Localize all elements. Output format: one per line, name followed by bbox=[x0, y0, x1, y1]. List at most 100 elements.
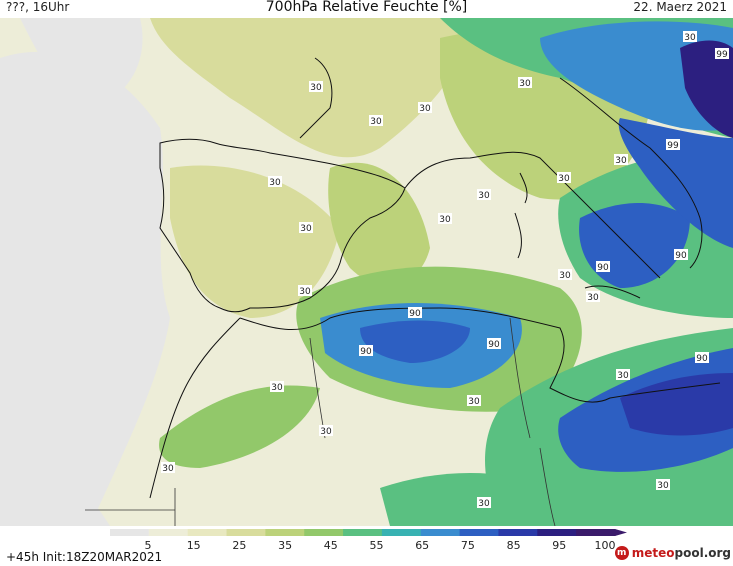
border-libya bbox=[539, 447, 556, 526]
contour-label-text: 30 bbox=[559, 271, 571, 281]
contour-label-text: 30 bbox=[162, 464, 174, 474]
run-info: +45h Init:18Z20MAR2021 bbox=[6, 550, 163, 564]
colorbar-swatch bbox=[537, 529, 577, 536]
contour-label-text: 99 bbox=[716, 50, 728, 60]
morocco-coast bbox=[149, 317, 241, 499]
contour-label-text: 30 bbox=[439, 215, 451, 225]
contour-label: 99 bbox=[715, 48, 729, 60]
contour-label: 30 bbox=[161, 462, 175, 474]
contour-label: 30 bbox=[438, 213, 452, 225]
contour-label-text: 90 bbox=[488, 340, 500, 350]
contour-label-text: 30 bbox=[299, 287, 311, 297]
france-west-coast bbox=[299, 57, 333, 139]
contour-label: 90 bbox=[408, 307, 422, 319]
contour-label-text: 30 bbox=[271, 383, 283, 393]
contour-label-text: 30 bbox=[587, 293, 599, 303]
contour-label: 90 bbox=[487, 338, 501, 350]
header-bar: ???, 16Uhr 700hPa Relative Feuchte [%] 2… bbox=[0, 0, 733, 18]
sardinia-coast bbox=[514, 212, 522, 259]
contour-label: 30 bbox=[614, 154, 628, 166]
north-africa-coast bbox=[239, 307, 721, 403]
contour-label-text: 30 bbox=[684, 33, 696, 43]
contour-label: 90 bbox=[359, 345, 373, 357]
contour-label-text: 30 bbox=[310, 83, 322, 93]
contour-label-text: 90 bbox=[675, 251, 687, 261]
colorbar-tick-label: 15 bbox=[187, 539, 201, 550]
colorbar-tick-label: 65 bbox=[415, 539, 429, 550]
colorbar-swatch bbox=[576, 529, 616, 536]
contour-label-text: 90 bbox=[597, 263, 609, 273]
wet-core-libya-inner bbox=[620, 373, 733, 436]
contour-label-text: 90 bbox=[360, 347, 372, 357]
contour-label-text: 30 bbox=[468, 397, 480, 407]
contour-label: 99 bbox=[666, 139, 680, 151]
contour-label: 30 bbox=[656, 479, 670, 491]
meteopool-logo[interactable]: m meteopool.org bbox=[614, 546, 731, 560]
colorbar-swatch bbox=[381, 529, 422, 536]
contour-label: 30 bbox=[467, 395, 481, 407]
contour-labels: 30 30 30 30 30 30 30 30 30 30 30 30 30 30 30 30 30 30 30 30… bbox=[161, 31, 729, 509]
map-title: 700hPa Relative Feuchte [%] bbox=[265, 0, 468, 15]
humidity-map: 30 30 30 30 30 30 30 30 30 30 30 30 30 30 30 30 30 30 30 30… bbox=[0, 18, 733, 526]
contour-label-text: 30 bbox=[558, 174, 570, 184]
colorbar-swatch bbox=[304, 529, 344, 536]
contour-label: 90 bbox=[674, 249, 688, 261]
moist-area-iberia bbox=[170, 165, 340, 318]
colorbar-swatch bbox=[498, 529, 538, 536]
colorbar-tick-label: 5 bbox=[145, 539, 152, 550]
logo-icon: m bbox=[614, 546, 629, 560]
colorbar-swatch bbox=[226, 529, 266, 536]
wet-core-balkan-inner bbox=[680, 40, 733, 138]
border-algeria-tunisia bbox=[509, 317, 531, 439]
colorbar-tick-label: 75 bbox=[461, 539, 475, 550]
contour-label-text: 30 bbox=[300, 224, 312, 234]
colorbar: 5 15 25 35 45 55 65 75 85 95 100 bbox=[110, 529, 627, 550]
contour-label: 90 bbox=[695, 352, 709, 364]
moist-area-sahara bbox=[380, 473, 560, 526]
colorbar-swatch bbox=[187, 529, 228, 536]
dry-area-north bbox=[20, 18, 143, 108]
contour-label-text: 30 bbox=[657, 481, 669, 491]
map-canvas: 30 30 30 30 30 30 30 30 30 30 30 30 30 30 30 30 30 30 30 30… bbox=[0, 18, 733, 526]
contour-label: 30 bbox=[298, 285, 312, 297]
colorbar-tick-label: 45 bbox=[324, 539, 338, 550]
corsica-coast bbox=[519, 172, 528, 204]
footer-bar: 5 15 25 35 45 55 65 75 85 95 100 +45h Init:18Z20MA… bbox=[0, 526, 733, 566]
contour-label-text: 30 bbox=[370, 117, 382, 127]
logo-text-a: meteo bbox=[631, 546, 675, 560]
colorbar-swatch bbox=[420, 529, 461, 536]
moist-band-morocco bbox=[159, 385, 320, 468]
contour-label: 30 bbox=[557, 172, 571, 184]
contour-label-text: 90 bbox=[409, 309, 421, 319]
contour-label: 30 bbox=[369, 115, 383, 127]
contour-label-text: 30 bbox=[617, 371, 629, 381]
colorbar-swatch bbox=[343, 529, 383, 536]
logo-text-b: pool bbox=[674, 546, 704, 560]
contour-label: 30 bbox=[477, 497, 491, 509]
iberia-coast bbox=[159, 138, 406, 313]
contour-label: 30 bbox=[616, 369, 630, 381]
contour-label: 30 bbox=[518, 77, 532, 89]
contour-label-text: 30 bbox=[320, 427, 332, 437]
contour-label: 30 bbox=[299, 222, 313, 234]
colorbar-tick-label: 95 bbox=[552, 539, 566, 550]
dry-area-southwest bbox=[0, 438, 110, 526]
italy-coast bbox=[559, 77, 703, 269]
colorbar-arrow bbox=[615, 529, 627, 536]
colorbar-tick-label: 100 bbox=[595, 539, 616, 550]
contour-label-text: 30 bbox=[519, 79, 531, 89]
colorbar-tick-label: 25 bbox=[232, 539, 246, 550]
colorbar-swatch bbox=[148, 529, 189, 536]
logo-text-c: .org bbox=[703, 546, 731, 560]
colorbar-tick-label: 85 bbox=[507, 539, 521, 550]
contour-label-text: 30 bbox=[615, 156, 627, 166]
forecast-time-label: ???, 16Uhr bbox=[6, 0, 70, 14]
contour-label: 30 bbox=[268, 176, 282, 188]
moist-area-gulf bbox=[328, 162, 430, 286]
contour-label: 30 bbox=[309, 81, 323, 93]
wet-core-algeria-inner bbox=[360, 320, 470, 363]
contour-label-text: 30 bbox=[419, 104, 431, 114]
contour-label: 30 bbox=[319, 425, 333, 437]
contour-label: 30 bbox=[477, 189, 491, 201]
contour-label: 30 bbox=[683, 31, 697, 43]
